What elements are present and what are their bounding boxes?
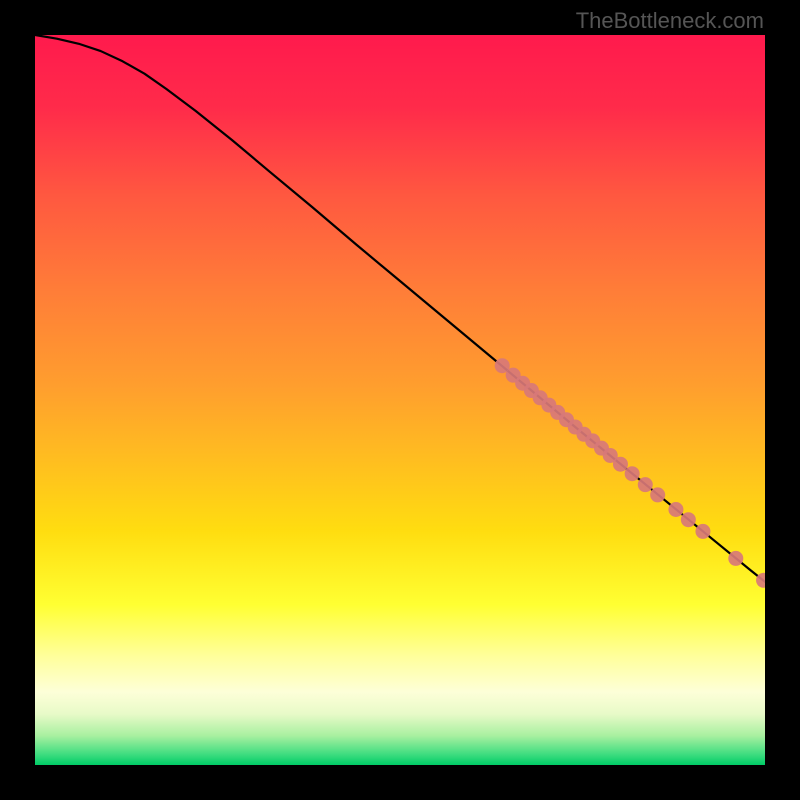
gradient-background [35, 35, 765, 765]
watermark-text: TheBottleneck.com [576, 8, 764, 34]
chart-container [35, 35, 765, 765]
